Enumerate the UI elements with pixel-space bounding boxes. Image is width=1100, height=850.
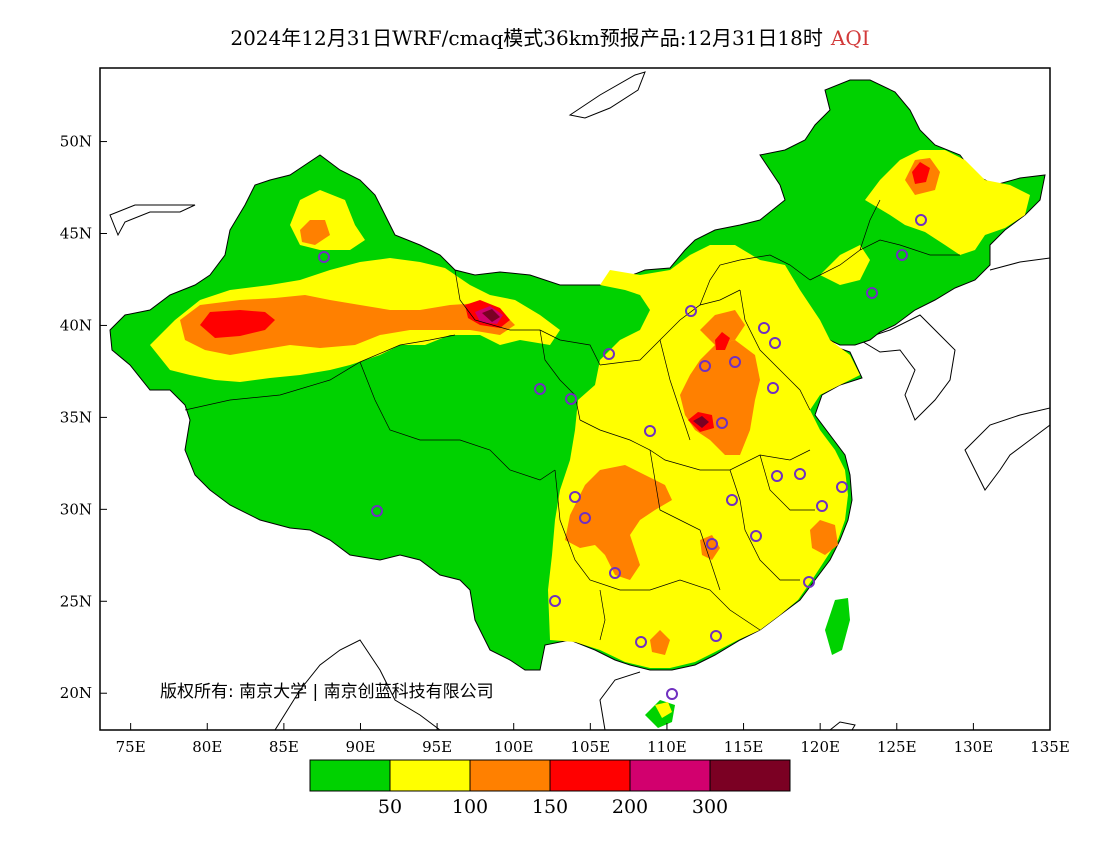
x-tick-label: 125E bbox=[877, 738, 917, 756]
station-marker bbox=[579, 512, 591, 524]
y-tick-label: 50N bbox=[60, 133, 92, 151]
legend-label: 100 bbox=[452, 796, 488, 818]
station-marker bbox=[803, 576, 815, 588]
map-frame bbox=[99, 67, 1051, 731]
legend-swatch bbox=[389, 759, 471, 792]
legend-label: 200 bbox=[612, 796, 648, 818]
station-marker bbox=[706, 538, 718, 550]
aqi-usg-hubei bbox=[700, 535, 720, 560]
japan-coastline bbox=[964, 407, 1050, 491]
legend-swatch bbox=[309, 759, 391, 792]
station-marker bbox=[699, 360, 711, 372]
x-tick-label: 130E bbox=[954, 738, 994, 756]
title-variable: AQI bbox=[830, 26, 870, 50]
station-marker bbox=[716, 417, 728, 429]
x-tick-label: 75E bbox=[116, 738, 146, 756]
aqi-legend: 50 100 150 200 300 bbox=[309, 759, 791, 818]
station-marker bbox=[666, 688, 678, 700]
x-tick-label: 120E bbox=[800, 738, 840, 756]
station-marker bbox=[816, 500, 828, 512]
x-tick-label: 105E bbox=[571, 738, 611, 756]
y-tick-label: 25N bbox=[60, 592, 92, 610]
aqi-usg-north bbox=[300, 220, 330, 245]
x-tick-label: 135E bbox=[1030, 738, 1070, 756]
vietnam-coastline bbox=[599, 671, 641, 730]
lake-balkhash bbox=[109, 204, 196, 237]
copyright-text: 版权所有: 南京大学 | 南京创蓝科技有限公司 bbox=[160, 682, 494, 702]
y-tick-label: 30N bbox=[60, 500, 92, 518]
station-marker bbox=[729, 356, 741, 368]
station-marker bbox=[318, 251, 330, 263]
station-marker bbox=[769, 337, 781, 349]
aqi-hazardous-gansu bbox=[482, 309, 500, 322]
station-marker bbox=[569, 491, 581, 503]
legend-swatch bbox=[629, 759, 711, 792]
aqi-moderate-northeast bbox=[865, 150, 1030, 255]
legend-swatch bbox=[549, 759, 631, 792]
aqi-moderate-hainan bbox=[655, 702, 672, 718]
legend-swatch bbox=[709, 759, 791, 792]
y-axis: 20N 25N 30N 35N 40N 45N 50N bbox=[60, 133, 107, 702]
station-marker bbox=[794, 468, 806, 480]
station-marker bbox=[534, 383, 546, 395]
sea-coastline bbox=[989, 257, 1050, 271]
station-marker bbox=[758, 322, 770, 334]
station-marker bbox=[767, 382, 779, 394]
y-tick-label: 45N bbox=[60, 225, 92, 243]
station-marker bbox=[635, 636, 647, 648]
x-axis: 75E 80E 85E 90E 95E 100E 105E 110E 115E 120E 125E 1… bbox=[116, 723, 1070, 756]
station-markers bbox=[318, 214, 927, 700]
legend-swatch bbox=[469, 759, 551, 792]
title-main: 2024年12月31日WRF/cmaq模式36km预报产品:12月31日18时 bbox=[230, 26, 823, 50]
aqi-unhealthy-northeast bbox=[912, 162, 930, 184]
station-marker bbox=[710, 630, 722, 642]
y-tick-label: 40N bbox=[60, 316, 92, 334]
station-marker bbox=[565, 393, 577, 405]
province-boundaries bbox=[184, 199, 960, 641]
station-marker bbox=[685, 305, 697, 317]
aqi-usg-south bbox=[650, 630, 670, 655]
x-tick-label: 85E bbox=[269, 738, 299, 756]
y-tick-label: 35N bbox=[60, 408, 92, 426]
legend-label: 150 bbox=[532, 796, 568, 818]
aqi-usg-xinjiang bbox=[180, 295, 515, 355]
aqi-hazardous-henan bbox=[693, 416, 709, 428]
legend-label: 300 bbox=[692, 796, 728, 818]
x-tick-label: 115E bbox=[724, 738, 764, 756]
aqi-unhealthy-xinjiang bbox=[200, 310, 275, 338]
station-marker bbox=[836, 481, 848, 493]
x-tick-label: 95E bbox=[422, 738, 452, 756]
aqi-unhealthy-hebei bbox=[715, 332, 730, 350]
x-tick-label: 100E bbox=[494, 738, 534, 756]
aqi-usg-hebei bbox=[700, 310, 745, 345]
map-title: 2024年12月31日WRF/cmaq模式36km预报产品:12月31日18时 A… bbox=[0, 22, 1100, 51]
map-area bbox=[109, 71, 1050, 730]
station-marker bbox=[549, 595, 561, 607]
station-marker bbox=[750, 530, 762, 542]
station-marker bbox=[915, 214, 927, 226]
station-marker bbox=[644, 425, 656, 437]
korea-japan-coastline bbox=[858, 314, 956, 421]
station-marker bbox=[896, 249, 908, 261]
station-marker bbox=[603, 348, 615, 360]
legend-label: 50 bbox=[378, 796, 402, 818]
x-tick-label: 110E bbox=[647, 738, 687, 756]
station-marker bbox=[866, 287, 878, 299]
philippines-coastline bbox=[829, 721, 856, 730]
indochina-coastline bbox=[274, 639, 441, 730]
x-tick-label: 80E bbox=[192, 738, 222, 756]
aqi-usg-sichuan bbox=[565, 465, 672, 580]
aqi-good-taiwan bbox=[825, 598, 850, 655]
aqi-usg-jiangsu bbox=[810, 520, 838, 555]
x-tick-label: 90E bbox=[345, 738, 375, 756]
station-marker bbox=[371, 505, 383, 517]
station-marker bbox=[771, 470, 783, 482]
y-tick-label: 20N bbox=[60, 684, 92, 702]
station-marker bbox=[609, 567, 621, 579]
aqi-moderate-liaoning bbox=[820, 245, 870, 285]
station-marker bbox=[726, 494, 738, 506]
lake-baikal bbox=[568, 71, 646, 119]
